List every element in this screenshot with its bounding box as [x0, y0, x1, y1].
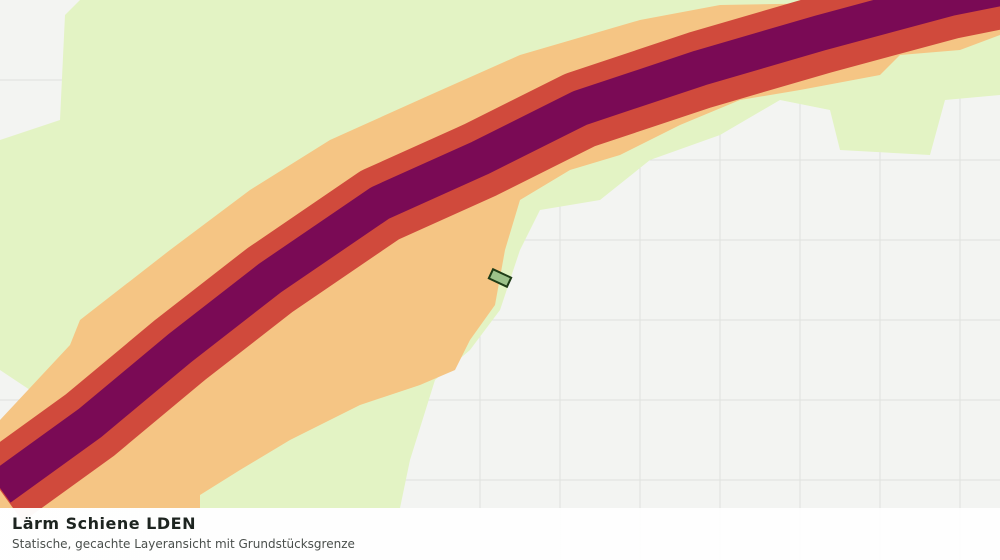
noise-zone-mid — [0, 0, 1000, 508]
caption: Lärm Schiene LDEN Statische, gecachte La… — [0, 508, 1000, 560]
parcel-boundary — [487, 267, 513, 289]
layer-title: Lärm Schiene LDEN — [12, 514, 196, 533]
noise-zone-very-high — [0, 0, 1000, 503]
layer-subtitle: Statische, gecachte Layeransicht mit Gru… — [12, 537, 355, 551]
